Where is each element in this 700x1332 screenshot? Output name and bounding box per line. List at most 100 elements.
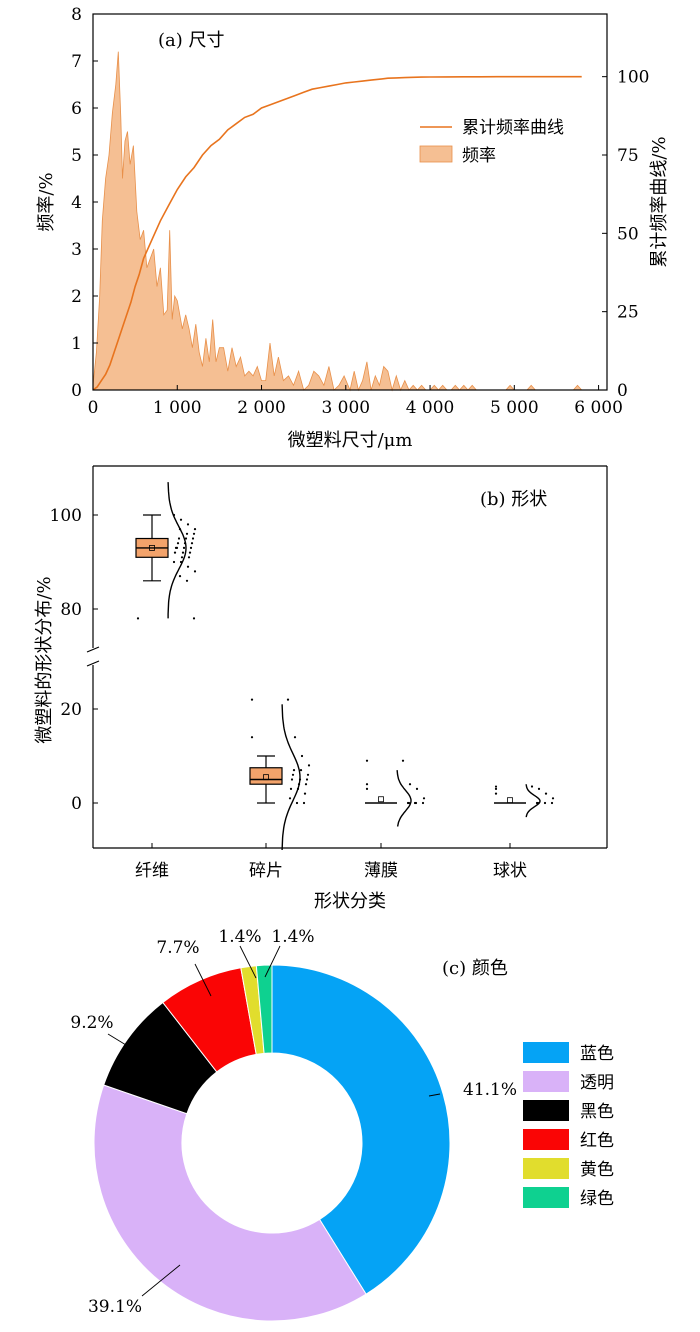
cumulative-curve: [92, 75, 582, 391]
shape-y-ticks: 0 20 80 100: [50, 506, 98, 814]
frequency-area: [92, 51, 599, 392]
shape-density-curve: [281, 704, 301, 851]
shape-point: [192, 617, 196, 620]
shape-group-1: [135, 482, 197, 620]
size-y2-tick-label: 0: [617, 381, 628, 401]
slice-leader-line: [428, 1093, 441, 1097]
slice-leader-line: [264, 945, 281, 978]
shape-point: [178, 575, 182, 578]
shape-point: [185, 579, 189, 582]
shape-point: [530, 785, 534, 788]
axis-break-mark-lower: [86, 660, 100, 667]
shape-x-label: 形状分类: [314, 891, 386, 912]
shape-point: [182, 546, 186, 550]
box-outlier: [494, 792, 498, 795]
size-y-tick-label: 0: [71, 381, 82, 401]
shape-point: [413, 801, 417, 805]
shape-density-curve: [525, 784, 541, 818]
shape-y-tick-label: 100: [50, 506, 82, 526]
legend-label: 蓝色: [580, 1044, 614, 1064]
shape-x-tick-label: 纤维: [135, 861, 169, 881]
shape-point: [300, 754, 304, 758]
shape-point: [305, 778, 309, 781]
shape-point: [291, 773, 295, 776]
box-outlier: [365, 787, 369, 791]
shape-point: [191, 537, 195, 540]
size-x-tick-label: 5 000: [490, 398, 539, 418]
shape-point: [181, 551, 185, 554]
shape-point: [190, 542, 194, 545]
size-y2-tick-label: 25: [617, 303, 639, 323]
panel-shape: 0 20 80 100 纤维 碎片 薄膜 球状 (b) 形状 形状分类 微塑料的形状分布/%: [34, 465, 608, 912]
size-x-tick-label: 3 000: [321, 398, 370, 418]
panel-size: 0 1 000 2 000 3 000 4 000 5 000 6 000 0 1 2 3 4 5 6 7…: [36, 5, 670, 451]
legend-fill-label: 频率: [462, 146, 496, 166]
size-legend: 累计频率曲线 频率: [419, 118, 564, 166]
shape-point: [415, 787, 419, 791]
legend-swatch: [523, 1187, 569, 1208]
size-y-tick-label: 1: [71, 334, 82, 354]
shape-group-2: [249, 698, 311, 851]
shape-point: [184, 537, 188, 540]
shape-group-4: [494, 784, 555, 818]
slice-percent-label: 7.7%: [156, 938, 199, 958]
slice-percent-label: 39.1%: [88, 1297, 142, 1317]
size-x-tick-label: 2 000: [237, 398, 286, 418]
shape-point: [186, 523, 190, 526]
shape-point: [185, 532, 189, 535]
size-x-tick-label: 0: [88, 398, 99, 418]
legend-swatch: [523, 1129, 569, 1150]
shape-point: [299, 769, 303, 772]
shape-point: [408, 783, 412, 786]
box-outlier: [250, 698, 254, 701]
axis-break-mark-upper: [86, 646, 100, 653]
box-outlier: [494, 787, 498, 791]
shape-point: [174, 546, 178, 550]
color-title: (c) 颜色: [442, 958, 508, 979]
shape-y-tick-label: 80: [60, 600, 82, 620]
shape-point: [543, 801, 547, 805]
shape-point: [295, 801, 299, 805]
box-outlier: [365, 759, 369, 762]
shape-point: [177, 537, 181, 540]
size-x-tick-label: 1 000: [153, 398, 202, 418]
size-y-ticks: 0 1 2 3 4 5 6 7 8: [71, 5, 98, 401]
shape-density-curve: [167, 482, 187, 619]
slice-leader-line: [239, 945, 257, 979]
box-mean: [263, 774, 269, 781]
size-y-tick-label: 2: [71, 287, 82, 307]
shape-group-3: [365, 759, 426, 827]
box-iqr: [249, 767, 283, 785]
legend-label: 黑色: [580, 1102, 614, 1122]
size-x-tick-label: 4 000: [406, 398, 455, 418]
shape-point: [293, 736, 297, 739]
shape-point: [304, 783, 308, 786]
legend-swatch: [523, 1100, 569, 1121]
shape-point: [292, 769, 296, 772]
legend-label: 黄色: [580, 1160, 614, 1180]
shape-y-label: 微塑料的形状分布/%: [34, 576, 55, 743]
box-outlier: [365, 783, 369, 786]
shape-point: [288, 797, 292, 800]
size-y-tick-label: 8: [71, 5, 82, 25]
size-y2-label: 累计频率曲线/%: [649, 136, 670, 267]
shape-point: [173, 551, 177, 554]
shape-point: [193, 528, 197, 531]
size-x-tick-label: 6 000: [574, 398, 623, 418]
size-y-label: 频率/%: [36, 172, 57, 231]
shape-point: [550, 801, 554, 805]
legend-swatch: [523, 1158, 569, 1179]
shape-point: [422, 797, 426, 800]
shape-point: [186, 565, 190, 568]
donut-slice-6: [255, 964, 273, 1054]
size-y-tick-label: 7: [71, 52, 82, 72]
box-mean: [378, 796, 384, 803]
shape-point: [176, 542, 180, 545]
shape-point: [421, 801, 425, 805]
shape-point: [406, 801, 410, 805]
size-y-tick-label: 3: [71, 240, 82, 260]
shape-point: [172, 560, 176, 564]
slice-percent-label: 9.2%: [70, 1013, 113, 1033]
